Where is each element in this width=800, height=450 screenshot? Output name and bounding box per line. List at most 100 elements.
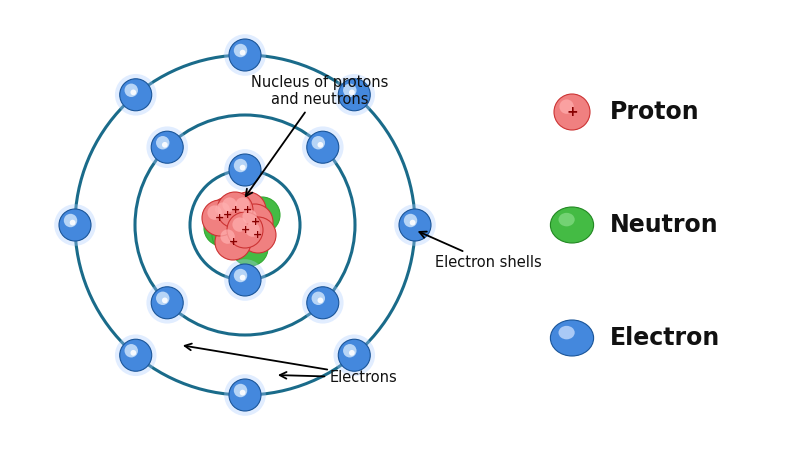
Circle shape <box>215 202 230 217</box>
Circle shape <box>218 222 232 237</box>
Circle shape <box>221 230 235 244</box>
Circle shape <box>224 34 266 76</box>
Circle shape <box>343 84 357 97</box>
Circle shape <box>234 159 247 172</box>
Circle shape <box>229 39 261 71</box>
Circle shape <box>306 131 338 163</box>
Text: Electron shells: Electron shells <box>419 232 542 270</box>
Circle shape <box>234 269 247 282</box>
Circle shape <box>224 149 266 191</box>
Circle shape <box>240 50 246 55</box>
Circle shape <box>349 90 354 95</box>
Circle shape <box>394 204 436 246</box>
Circle shape <box>246 222 260 237</box>
Circle shape <box>224 220 260 256</box>
Text: +: + <box>223 210 233 220</box>
Circle shape <box>156 292 170 305</box>
Circle shape <box>227 212 263 248</box>
Circle shape <box>224 259 266 301</box>
Circle shape <box>54 204 96 246</box>
Circle shape <box>212 217 248 253</box>
Circle shape <box>217 192 253 228</box>
Circle shape <box>120 339 152 371</box>
Circle shape <box>222 198 237 212</box>
Text: +: + <box>566 105 578 119</box>
Circle shape <box>404 214 418 227</box>
Circle shape <box>125 84 138 97</box>
Text: +: + <box>230 205 240 215</box>
Circle shape <box>215 224 251 260</box>
Text: Electron: Electron <box>610 326 720 350</box>
Circle shape <box>238 235 252 250</box>
Ellipse shape <box>550 207 594 243</box>
Circle shape <box>59 209 91 241</box>
Circle shape <box>125 344 138 357</box>
Circle shape <box>242 209 257 224</box>
Circle shape <box>210 197 246 233</box>
Circle shape <box>229 154 261 186</box>
Circle shape <box>302 126 343 168</box>
Circle shape <box>226 212 240 227</box>
Circle shape <box>234 384 247 397</box>
Ellipse shape <box>558 213 574 226</box>
Circle shape <box>162 297 168 303</box>
Circle shape <box>318 142 323 148</box>
Circle shape <box>232 230 268 266</box>
Circle shape <box>130 90 136 95</box>
Text: Proton: Proton <box>610 100 700 124</box>
Circle shape <box>115 334 157 376</box>
Ellipse shape <box>550 320 594 356</box>
Circle shape <box>410 220 415 225</box>
Circle shape <box>233 217 246 232</box>
Circle shape <box>306 287 338 319</box>
Circle shape <box>146 126 188 168</box>
Circle shape <box>338 339 370 371</box>
Text: +: + <box>240 225 250 235</box>
Text: +: + <box>215 213 225 223</box>
Circle shape <box>234 44 247 57</box>
Text: +: + <box>243 205 253 215</box>
Circle shape <box>220 207 256 243</box>
Circle shape <box>202 200 238 236</box>
Circle shape <box>151 287 183 319</box>
Circle shape <box>311 136 325 149</box>
Circle shape <box>162 142 168 148</box>
Text: +: + <box>250 217 260 227</box>
Circle shape <box>204 210 240 246</box>
Text: +: + <box>228 237 238 247</box>
Circle shape <box>334 334 375 376</box>
Circle shape <box>230 192 266 228</box>
Circle shape <box>64 214 78 227</box>
Circle shape <box>244 197 280 233</box>
Circle shape <box>338 79 370 111</box>
Circle shape <box>318 297 323 303</box>
Circle shape <box>229 264 261 296</box>
Circle shape <box>156 136 170 149</box>
Circle shape <box>70 220 75 225</box>
Circle shape <box>240 217 276 253</box>
Circle shape <box>115 74 157 116</box>
Circle shape <box>224 374 266 416</box>
Text: Nucleus of protons
and neutrons: Nucleus of protons and neutrons <box>246 75 389 196</box>
Circle shape <box>120 79 152 111</box>
Circle shape <box>343 344 357 357</box>
Circle shape <box>210 216 224 230</box>
Circle shape <box>237 204 273 240</box>
Circle shape <box>302 282 343 324</box>
Circle shape <box>334 74 375 116</box>
Circle shape <box>230 225 244 240</box>
Circle shape <box>554 94 590 130</box>
Text: Electrons: Electrons <box>280 370 398 385</box>
Circle shape <box>250 202 264 217</box>
Text: Neutron: Neutron <box>610 213 718 237</box>
Circle shape <box>207 205 222 220</box>
Circle shape <box>235 198 250 212</box>
Circle shape <box>311 292 325 305</box>
Circle shape <box>151 131 183 163</box>
Text: +: + <box>254 230 262 240</box>
Circle shape <box>146 282 188 324</box>
Circle shape <box>240 274 246 280</box>
Circle shape <box>240 390 246 396</box>
Circle shape <box>240 165 246 171</box>
Circle shape <box>229 379 261 411</box>
